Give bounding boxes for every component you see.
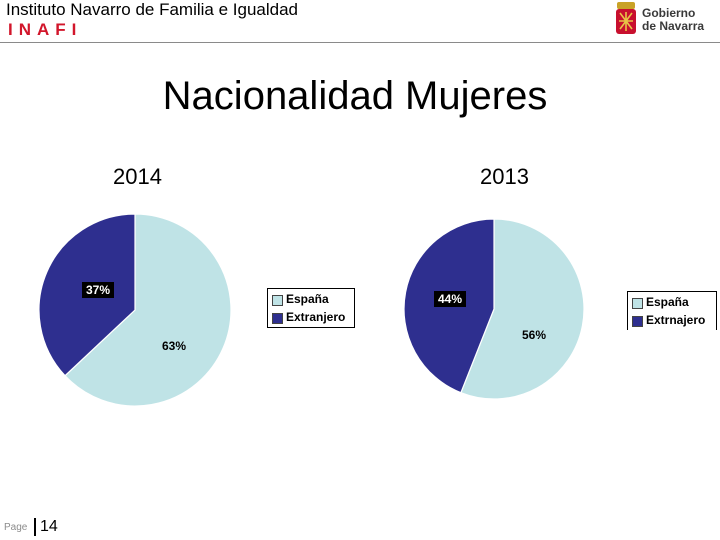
logo-text: Gobierno de Navarra [642,7,704,33]
data-label-background [434,291,466,307]
logo-text-line1: Gobierno [642,6,696,20]
legend-label-espana: España [286,292,329,306]
logo-text-line2: de Navarra [642,19,705,33]
pie-chart-2014: 63% 37% [38,213,232,407]
pie-slice-espana [460,218,585,400]
legend-2013: España Extrnajero [627,291,717,330]
gobierno-navarra-logo: Gobierno de Navarra [614,1,718,39]
legend-label-extranjero: Extranjero [286,310,346,324]
chart-2014-title: 2014 [113,164,162,189]
data-label-extrnajero: 44% [438,292,462,306]
legend-label-espana: España [646,295,689,309]
data-label-espana: 56% [522,328,546,342]
legend-label-extrnajero: Extrnajero [646,313,706,327]
organization-acronym: INAFI [8,20,83,39]
legend-swatch-extranjero [272,313,283,324]
data-label-background [82,282,114,298]
data-label-extranjero: 37% [86,283,110,297]
footer-page-label: Page [4,522,28,533]
chart-2013-title: 2013 [480,164,529,189]
legend-swatch-espana [632,298,643,309]
data-label-espana: 63% [162,339,186,353]
page-title: Nacionalidad Mujeres [162,74,548,118]
legend-swatch-extrnajero [632,316,643,327]
navarra-crest-icon [616,2,636,34]
pie-slice-espana [64,213,232,407]
legend-2014: España Extranjero [267,288,355,328]
pie-chart-2013: 56% 44% [403,218,585,400]
legend-swatch-espana [272,295,283,306]
organization-name: Instituto Navarro de Familia e Igualdad [6,0,298,19]
page-number: 14 [40,518,58,535]
header-divider [0,42,720,43]
footer-divider [34,518,36,536]
